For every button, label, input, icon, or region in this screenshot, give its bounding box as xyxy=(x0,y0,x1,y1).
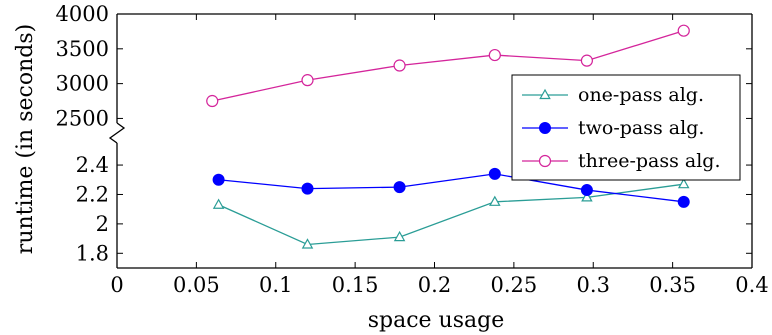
data-point xyxy=(212,173,225,186)
x-tick-label: 0.3 xyxy=(577,273,610,297)
data-point xyxy=(677,24,690,37)
data-point xyxy=(677,177,690,189)
data-point xyxy=(301,238,314,249)
x-tick-label: 0.05 xyxy=(173,273,220,297)
y-tick-label: 2.2 xyxy=(76,182,109,206)
series-2 xyxy=(212,167,690,208)
legend-label: one-pass alg. xyxy=(578,84,704,106)
y-tick-label: 4000 xyxy=(56,2,109,26)
series-1 xyxy=(212,177,690,249)
series-layer xyxy=(206,24,690,249)
y-tick-label: 2.4 xyxy=(76,153,109,177)
data-point xyxy=(212,198,225,209)
series-line xyxy=(218,183,684,246)
y-tick-label: 2 xyxy=(96,212,109,236)
legend-swatch-marker xyxy=(539,88,551,100)
data-point xyxy=(393,59,406,72)
x-axis: 0 0.05 0.1 0.15 0.2 0.25 0.3 0.35 0.4 xyxy=(110,14,769,297)
legend-label: three-pass alg. xyxy=(578,150,721,172)
y-tick-label: 1.8 xyxy=(76,241,109,265)
legend: one-pass alg. two-pass alg. three-pass alg… xyxy=(511,74,741,181)
x-axis-title: space usage xyxy=(368,308,505,333)
series-line xyxy=(212,30,684,102)
x-tick-label: 0.35 xyxy=(649,273,696,297)
y-tick-label: 2500 xyxy=(56,106,109,130)
y-axis-title: runtime (in seconds) xyxy=(13,24,38,254)
data-point xyxy=(301,182,314,195)
legend-entry: three-pass alg. xyxy=(522,150,721,172)
y-axis: 2500 3000 3500 4000 1.8 2 2.2 2.4 xyxy=(56,2,752,265)
legend-label: two-pass alg. xyxy=(578,117,704,139)
data-point xyxy=(580,184,593,197)
x-tick-label: 0.25 xyxy=(490,273,537,297)
series-3 xyxy=(206,24,690,108)
legend-swatch-marker xyxy=(538,154,552,168)
series-line xyxy=(218,173,684,203)
legend-entry: one-pass alg. xyxy=(522,84,704,106)
y-tick-label: 3000 xyxy=(56,72,109,96)
x-tick-label: 0 xyxy=(110,273,123,297)
x-tick-label: 0.15 xyxy=(332,273,379,297)
x-tick-label: 0.4 xyxy=(735,273,768,297)
legend-entry: two-pass alg. xyxy=(522,117,704,139)
data-point xyxy=(206,94,219,108)
data-point xyxy=(580,54,594,67)
x-tick-label: 0.2 xyxy=(418,273,451,297)
axis-break-mark xyxy=(108,122,126,144)
legend-swatch-marker xyxy=(539,122,551,134)
data-point xyxy=(488,48,501,62)
data-point xyxy=(301,74,314,87)
data-point xyxy=(488,167,501,180)
data-point xyxy=(489,195,501,206)
data-point xyxy=(677,195,690,208)
y-tick-label: 3500 xyxy=(56,37,109,61)
data-point xyxy=(393,181,406,194)
data-point xyxy=(581,191,593,202)
data-point xyxy=(393,230,406,242)
x-tick-label: 0.1 xyxy=(259,273,292,297)
